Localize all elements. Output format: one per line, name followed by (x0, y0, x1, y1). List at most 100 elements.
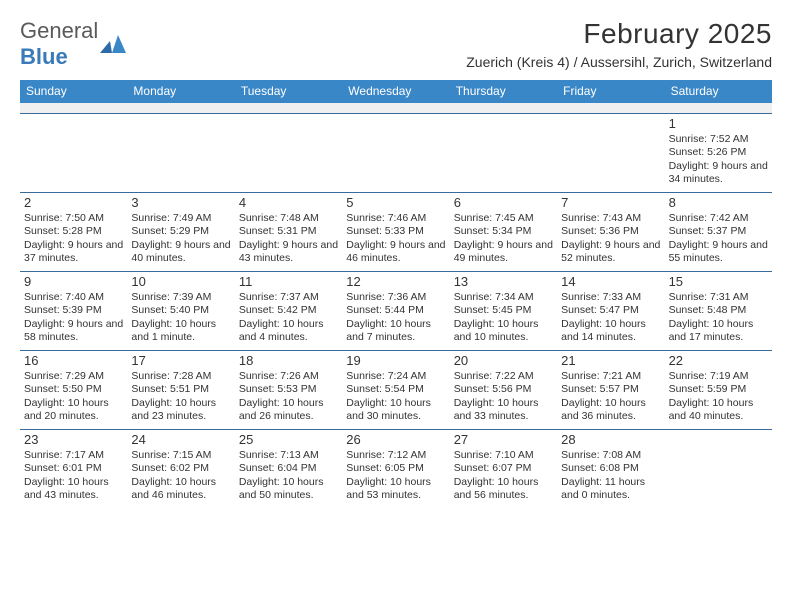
daylight-line: Daylight: 10 hours and 14 minutes. (561, 318, 660, 344)
day-number: 18 (239, 353, 338, 369)
day-cell: 26Sunrise: 7:12 AMSunset: 6:05 PMDayligh… (342, 430, 449, 508)
day-cell (557, 114, 664, 192)
day-number: 27 (454, 432, 553, 448)
day-number: 10 (131, 274, 230, 290)
calendar: SundayMondayTuesdayWednesdayThursdayFrid… (20, 80, 772, 508)
dow-cell: Thursday (450, 80, 557, 103)
sunset-line: Sunset: 5:56 PM (454, 383, 553, 396)
daylight-line: Daylight: 11 hours and 0 minutes. (561, 476, 660, 502)
spacer-row (20, 103, 772, 113)
daylight-line: Daylight: 9 hours and 52 minutes. (561, 239, 660, 265)
sunset-line: Sunset: 5:29 PM (131, 225, 230, 238)
day-number: 23 (24, 432, 123, 448)
sunset-line: Sunset: 6:05 PM (346, 462, 445, 475)
day-number: 19 (346, 353, 445, 369)
sunset-line: Sunset: 5:37 PM (669, 225, 768, 238)
header: General Blue February 2025 Zuerich (Krei… (20, 18, 772, 70)
day-number: 28 (561, 432, 660, 448)
day-number: 9 (24, 274, 123, 290)
month-title: February 2025 (466, 18, 772, 50)
sunset-line: Sunset: 5:54 PM (346, 383, 445, 396)
sunrise-line: Sunrise: 7:50 AM (24, 212, 123, 225)
daylight-line: Daylight: 9 hours and 40 minutes. (131, 239, 230, 265)
sunset-line: Sunset: 6:08 PM (561, 462, 660, 475)
sunrise-line: Sunrise: 7:31 AM (669, 291, 768, 304)
sunrise-line: Sunrise: 7:33 AM (561, 291, 660, 304)
day-cell (127, 114, 234, 192)
sunrise-line: Sunrise: 7:34 AM (454, 291, 553, 304)
sunrise-line: Sunrise: 7:13 AM (239, 449, 338, 462)
day-cell: 19Sunrise: 7:24 AMSunset: 5:54 PMDayligh… (342, 351, 449, 429)
sunset-line: Sunset: 6:04 PM (239, 462, 338, 475)
sunrise-line: Sunrise: 7:19 AM (669, 370, 768, 383)
day-cell (235, 114, 342, 192)
daylight-line: Daylight: 9 hours and 58 minutes. (24, 318, 123, 344)
sunset-line: Sunset: 5:34 PM (454, 225, 553, 238)
sunset-line: Sunset: 5:26 PM (669, 146, 768, 159)
daylight-line: Daylight: 10 hours and 7 minutes. (346, 318, 445, 344)
sunrise-line: Sunrise: 7:10 AM (454, 449, 553, 462)
sunrise-line: Sunrise: 7:42 AM (669, 212, 768, 225)
day-cell: 11Sunrise: 7:37 AMSunset: 5:42 PMDayligh… (235, 272, 342, 350)
sunset-line: Sunset: 5:33 PM (346, 225, 445, 238)
sunrise-line: Sunrise: 7:08 AM (561, 449, 660, 462)
day-cell (342, 114, 449, 192)
day-cell: 2Sunrise: 7:50 AMSunset: 5:28 PMDaylight… (20, 193, 127, 271)
title-block: February 2025 Zuerich (Kreis 4) / Ausser… (466, 18, 772, 70)
day-number: 6 (454, 195, 553, 211)
day-cell: 24Sunrise: 7:15 AMSunset: 6:02 PMDayligh… (127, 430, 234, 508)
sunset-line: Sunset: 5:57 PM (561, 383, 660, 396)
sunset-line: Sunset: 6:07 PM (454, 462, 553, 475)
day-cell: 18Sunrise: 7:26 AMSunset: 5:53 PMDayligh… (235, 351, 342, 429)
day-number: 12 (346, 274, 445, 290)
day-number: 8 (669, 195, 768, 211)
daylight-line: Daylight: 10 hours and 20 minutes. (24, 397, 123, 423)
daylight-line: Daylight: 10 hours and 4 minutes. (239, 318, 338, 344)
daylight-line: Daylight: 10 hours and 23 minutes. (131, 397, 230, 423)
sunrise-line: Sunrise: 7:48 AM (239, 212, 338, 225)
day-number: 7 (561, 195, 660, 211)
daylight-line: Daylight: 10 hours and 56 minutes. (454, 476, 553, 502)
dow-cell: Wednesday (342, 80, 449, 103)
sunset-line: Sunset: 5:45 PM (454, 304, 553, 317)
sunset-line: Sunset: 5:59 PM (669, 383, 768, 396)
day-number: 15 (669, 274, 768, 290)
sunrise-line: Sunrise: 7:15 AM (131, 449, 230, 462)
dow-cell: Sunday (20, 80, 127, 103)
daylight-line: Daylight: 9 hours and 49 minutes. (454, 239, 553, 265)
week-row: 1Sunrise: 7:52 AMSunset: 5:26 PMDaylight… (20, 113, 772, 192)
sunset-line: Sunset: 5:47 PM (561, 304, 660, 317)
day-cell: 12Sunrise: 7:36 AMSunset: 5:44 PMDayligh… (342, 272, 449, 350)
daylight-line: Daylight: 10 hours and 10 minutes. (454, 318, 553, 344)
day-cell: 27Sunrise: 7:10 AMSunset: 6:07 PMDayligh… (450, 430, 557, 508)
sunset-line: Sunset: 5:42 PM (239, 304, 338, 317)
day-number: 21 (561, 353, 660, 369)
daylight-line: Daylight: 10 hours and 50 minutes. (239, 476, 338, 502)
dow-cell: Friday (557, 80, 664, 103)
daylight-line: Daylight: 10 hours and 43 minutes. (24, 476, 123, 502)
sunset-line: Sunset: 5:40 PM (131, 304, 230, 317)
logo-text: General Blue (20, 18, 98, 70)
day-cell: 16Sunrise: 7:29 AMSunset: 5:50 PMDayligh… (20, 351, 127, 429)
sunrise-line: Sunrise: 7:21 AM (561, 370, 660, 383)
daylight-line: Daylight: 9 hours and 43 minutes. (239, 239, 338, 265)
sunrise-line: Sunrise: 7:45 AM (454, 212, 553, 225)
day-cell: 3Sunrise: 7:49 AMSunset: 5:29 PMDaylight… (127, 193, 234, 271)
daylight-line: Daylight: 9 hours and 46 minutes. (346, 239, 445, 265)
sunrise-line: Sunrise: 7:36 AM (346, 291, 445, 304)
day-cell: 10Sunrise: 7:39 AMSunset: 5:40 PMDayligh… (127, 272, 234, 350)
day-cell: 13Sunrise: 7:34 AMSunset: 5:45 PMDayligh… (450, 272, 557, 350)
day-number: 26 (346, 432, 445, 448)
day-cell: 15Sunrise: 7:31 AMSunset: 5:48 PMDayligh… (665, 272, 772, 350)
dow-cell: Saturday (665, 80, 772, 103)
day-cell: 7Sunrise: 7:43 AMSunset: 5:36 PMDaylight… (557, 193, 664, 271)
daylight-line: Daylight: 10 hours and 36 minutes. (561, 397, 660, 423)
day-number: 1 (669, 116, 768, 132)
daylight-line: Daylight: 10 hours and 53 minutes. (346, 476, 445, 502)
day-cell (20, 114, 127, 192)
sunset-line: Sunset: 5:48 PM (669, 304, 768, 317)
daylight-line: Daylight: 10 hours and 30 minutes. (346, 397, 445, 423)
dow-cell: Tuesday (235, 80, 342, 103)
day-cell: 17Sunrise: 7:28 AMSunset: 5:51 PMDayligh… (127, 351, 234, 429)
day-cell: 8Sunrise: 7:42 AMSunset: 5:37 PMDaylight… (665, 193, 772, 271)
